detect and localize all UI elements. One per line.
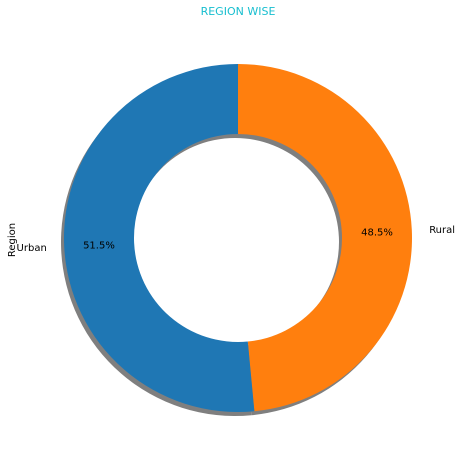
- slice-rural: [238, 64, 412, 412]
- slice-pct-rural: 48.5%: [361, 227, 393, 238]
- slice-label-urban: Urban: [17, 243, 47, 254]
- slice-layer: [63, 64, 412, 412]
- slice-urban: [63, 64, 255, 412]
- chart-title: REGION WISE: [201, 5, 276, 18]
- label-layer: Rural 48.5% Urban 51.5%: [17, 225, 455, 254]
- y-axis-label: Region: [7, 223, 18, 257]
- slice-label-rural: Rural: [429, 225, 455, 236]
- slice-pct-urban: 51.5%: [83, 241, 115, 252]
